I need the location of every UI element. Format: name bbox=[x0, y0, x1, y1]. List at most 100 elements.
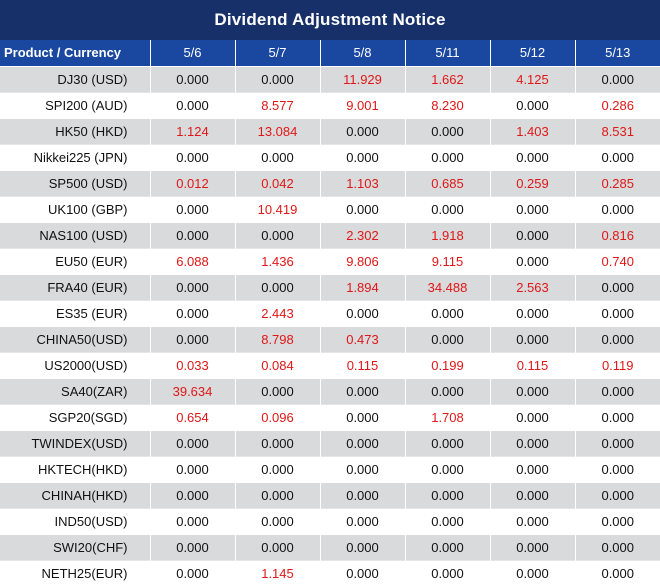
value-cell: 1.124 bbox=[149, 117, 235, 144]
value-cell: 0.000 bbox=[234, 221, 320, 248]
value-cell: 1.103 bbox=[319, 169, 405, 196]
product-cell: US2000(USD) bbox=[0, 351, 150, 378]
value-cell: 0.000 bbox=[234, 507, 320, 534]
value-cell: 0.000 bbox=[319, 195, 405, 222]
value-cell: 1.662 bbox=[404, 65, 490, 92]
value-cell: 0.000 bbox=[149, 559, 235, 586]
value-cell: 0.000 bbox=[404, 429, 490, 456]
value-cell: 0.000 bbox=[489, 403, 575, 430]
value-cell: 0.000 bbox=[574, 533, 660, 560]
value-cell: 0.000 bbox=[489, 377, 575, 404]
dividend-table: Product / Currency 5/6 5/7 5/8 5/11 5/12… bbox=[0, 40, 660, 586]
value-cell: 0.000 bbox=[574, 299, 660, 326]
value-cell: 0.000 bbox=[319, 143, 405, 170]
value-cell: 0.000 bbox=[234, 481, 320, 508]
value-cell: 0.000 bbox=[149, 299, 235, 326]
table-row: FRA40 (EUR) 0.000 0.000 1.894 34.488 2.563 0.0… bbox=[0, 273, 660, 300]
product-cell: HK50 (HKD) bbox=[0, 117, 150, 144]
value-cell: 0.000 bbox=[574, 377, 660, 404]
product-cell: NETH25(EUR) bbox=[0, 559, 150, 586]
value-cell: 0.033 bbox=[149, 351, 235, 378]
value-cell: 8.798 bbox=[234, 325, 320, 352]
value-cell: 0.000 bbox=[489, 455, 575, 482]
value-cell: 0.000 bbox=[574, 481, 660, 508]
table-row: IND50(USD) 0.000 0.000 0.000 0.000 0.000 0.000 bbox=[0, 507, 660, 534]
value-cell: 0.115 bbox=[489, 351, 575, 378]
column-header-date: 5/8 bbox=[319, 40, 405, 66]
value-cell: 0.000 bbox=[319, 507, 405, 534]
table-row: HKTECH(HKD) 0.000 0.000 0.000 0.000 0.000 0.00… bbox=[0, 455, 660, 482]
value-cell: 0.000 bbox=[149, 91, 235, 118]
value-cell: 0.000 bbox=[574, 507, 660, 534]
value-cell: 0.000 bbox=[404, 455, 490, 482]
value-cell: 0.000 bbox=[574, 559, 660, 586]
value-cell: 0.473 bbox=[319, 325, 405, 352]
value-cell: 0.000 bbox=[489, 299, 575, 326]
value-cell: 0.000 bbox=[404, 195, 490, 222]
value-cell: 0.000 bbox=[404, 325, 490, 352]
value-cell: 1.894 bbox=[319, 273, 405, 300]
table-row: US2000(USD) 0.033 0.084 0.115 0.199 0.115 0.11… bbox=[0, 351, 660, 378]
value-cell: 0.000 bbox=[149, 481, 235, 508]
value-cell: 0.000 bbox=[149, 507, 235, 534]
value-cell: 6.088 bbox=[149, 247, 235, 274]
table-body: DJ30 (USD) 0.000 0.000 11.929 1.662 4.125 0.00… bbox=[0, 65, 660, 586]
value-cell: 0.084 bbox=[234, 351, 320, 378]
value-cell: 0.000 bbox=[319, 117, 405, 144]
value-cell: 0.000 bbox=[404, 481, 490, 508]
product-cell: CHINAH(HKD) bbox=[0, 481, 150, 508]
table-row: SP500 (USD) 0.012 0.042 1.103 0.685 0.259 0.28… bbox=[0, 169, 660, 196]
value-cell: 0.000 bbox=[404, 143, 490, 170]
column-header-product: Product / Currency bbox=[0, 40, 150, 66]
product-cell: ES35 (EUR) bbox=[0, 299, 150, 326]
table-row: SA40(ZAR) 39.634 0.000 0.000 0.000 0.000 0.000 bbox=[0, 377, 660, 404]
value-cell: 0.000 bbox=[319, 377, 405, 404]
value-cell: 0.685 bbox=[404, 169, 490, 196]
page-title: Dividend Adjustment Notice bbox=[0, 0, 660, 40]
table-row: CHINA50(USD) 0.000 8.798 0.473 0.000 0.000 0.0… bbox=[0, 325, 660, 352]
column-header-date: 5/13 bbox=[574, 40, 660, 66]
value-cell: 13.084 bbox=[234, 117, 320, 144]
product-cell: NAS100 (USD) bbox=[0, 221, 150, 248]
product-cell: CHINA50(USD) bbox=[0, 325, 150, 352]
value-cell: 0.000 bbox=[404, 377, 490, 404]
column-header-date: 5/7 bbox=[234, 40, 320, 66]
value-cell: 1.708 bbox=[404, 403, 490, 430]
product-cell: FRA40 (EUR) bbox=[0, 273, 150, 300]
value-cell: 9.001 bbox=[319, 91, 405, 118]
value-cell: 0.000 bbox=[574, 273, 660, 300]
value-cell: 0.000 bbox=[404, 559, 490, 586]
value-cell: 0.012 bbox=[149, 169, 235, 196]
table-row: EU50 (EUR) 6.088 1.436 9.806 9.115 0.000 0.740 bbox=[0, 247, 660, 274]
value-cell: 0.816 bbox=[574, 221, 660, 248]
value-cell: 0.000 bbox=[319, 481, 405, 508]
value-cell: 0.000 bbox=[489, 559, 575, 586]
value-cell: 0.000 bbox=[489, 195, 575, 222]
value-cell: 0.199 bbox=[404, 351, 490, 378]
value-cell: 0.000 bbox=[234, 143, 320, 170]
value-cell: 0.000 bbox=[489, 325, 575, 352]
value-cell: 0.000 bbox=[404, 533, 490, 560]
value-cell: 0.000 bbox=[234, 377, 320, 404]
value-cell: 0.000 bbox=[489, 221, 575, 248]
table-header: Product / Currency 5/6 5/7 5/8 5/11 5/12… bbox=[0, 40, 660, 66]
product-cell: SP500 (USD) bbox=[0, 169, 150, 196]
value-cell: 11.929 bbox=[319, 65, 405, 92]
value-cell: 0.286 bbox=[574, 91, 660, 118]
column-header-date: 5/11 bbox=[404, 40, 490, 66]
value-cell: 0.000 bbox=[149, 325, 235, 352]
value-cell: 0.000 bbox=[489, 91, 575, 118]
value-cell: 8.531 bbox=[574, 117, 660, 144]
value-cell: 0.654 bbox=[149, 403, 235, 430]
value-cell: 4.125 bbox=[489, 65, 575, 92]
value-cell: 1.918 bbox=[404, 221, 490, 248]
product-cell: IND50(USD) bbox=[0, 507, 150, 534]
value-cell: 8.577 bbox=[234, 91, 320, 118]
product-cell: EU50 (EUR) bbox=[0, 247, 150, 274]
value-cell: 0.000 bbox=[404, 507, 490, 534]
value-cell: 8.230 bbox=[404, 91, 490, 118]
value-cell: 0.000 bbox=[574, 455, 660, 482]
value-cell: 0.000 bbox=[489, 429, 575, 456]
value-cell: 1.403 bbox=[489, 117, 575, 144]
product-cell: SA40(ZAR) bbox=[0, 377, 150, 404]
